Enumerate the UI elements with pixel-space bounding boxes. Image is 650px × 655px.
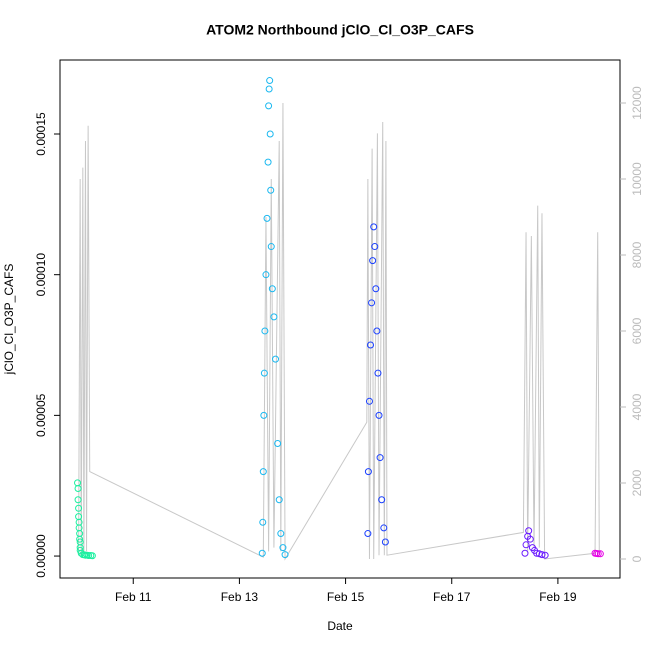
y2-tick-label: 8000: [630, 241, 644, 268]
point: [268, 285, 276, 293]
point: [265, 102, 273, 110]
point: [364, 530, 372, 538]
y2-tick-label: 0: [630, 555, 644, 562]
point: [266, 130, 274, 138]
point: [374, 369, 382, 377]
point: [265, 85, 273, 93]
point: [85, 551, 93, 559]
y2-tick-label: 12000: [630, 86, 644, 120]
point: [266, 77, 274, 85]
point: [263, 214, 271, 222]
point: [375, 411, 383, 419]
x-tick-label: Feb 13: [221, 590, 259, 604]
point: [274, 440, 282, 448]
point: [365, 397, 373, 405]
y2-tick-label: 6000: [630, 317, 644, 344]
x-tick-label: Feb 11: [115, 590, 152, 604]
point: [262, 271, 270, 279]
point: [260, 369, 268, 377]
point: [538, 551, 546, 559]
point: [272, 355, 280, 363]
point: [594, 550, 602, 558]
point: [74, 496, 82, 504]
point: [373, 327, 381, 335]
point: [371, 243, 379, 251]
point: [521, 549, 529, 557]
chart-title: ATOM2 Northbound jClO_Cl_O3P_CAFS: [206, 22, 474, 38]
x-tick-label: Feb 19: [539, 590, 577, 604]
point: [270, 313, 278, 321]
point: [380, 524, 388, 532]
point: [267, 186, 275, 194]
point: [370, 223, 378, 231]
point: [378, 496, 386, 504]
y2-tick-label: 4000: [630, 393, 644, 420]
point: [368, 299, 376, 307]
y-tick-label: 0.00015: [34, 112, 48, 156]
y2-tick-label: 2000: [630, 469, 644, 496]
point: [522, 541, 530, 549]
point: [381, 538, 389, 546]
y2-tick-label: 10000: [630, 162, 644, 196]
point: [76, 535, 84, 543]
point: [525, 527, 533, 535]
y-tick-label: 0.00005: [34, 393, 48, 437]
point: [260, 411, 268, 419]
point: [364, 468, 372, 476]
point: [259, 468, 267, 476]
point: [267, 243, 275, 251]
y-tick-label: 0.00010: [34, 253, 48, 297]
point: [75, 504, 83, 512]
x-axis-label: Date: [327, 619, 353, 633]
y-axis-label: jClO_Cl_O3P_CAFS: [2, 264, 16, 376]
point: [74, 485, 82, 493]
point: [258, 549, 266, 557]
point: [261, 327, 269, 335]
point: [279, 544, 287, 552]
point: [275, 496, 283, 504]
point: [372, 285, 380, 293]
point: [376, 454, 384, 462]
point: [596, 550, 604, 558]
point: [259, 518, 267, 526]
y-tick-label: 0.00000: [34, 534, 48, 578]
point: [369, 257, 377, 265]
point: [88, 552, 96, 560]
point: [526, 535, 534, 543]
plot-frame: [59, 59, 621, 579]
x-tick-label: Feb 15: [327, 590, 365, 604]
x-tick-label: Feb 17: [433, 590, 471, 604]
point: [264, 158, 272, 166]
point: [367, 341, 375, 349]
point: [541, 551, 549, 559]
point: [281, 551, 289, 559]
point: [277, 530, 285, 538]
